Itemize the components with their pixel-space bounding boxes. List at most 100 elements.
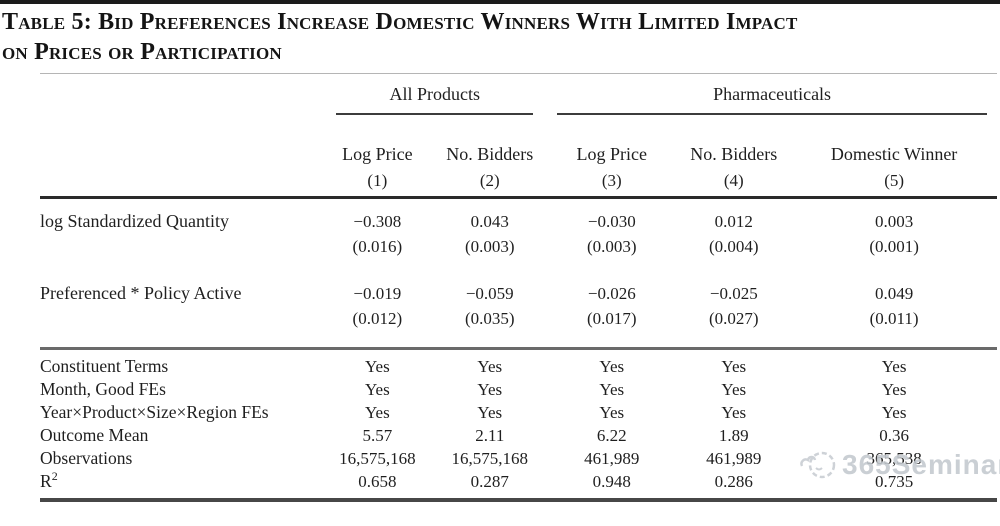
col-number-1: (1): [322, 167, 433, 199]
cell: −0.026 (0.017): [547, 281, 676, 348]
std-error: (0.001): [869, 236, 919, 256]
cell: −0.059 (0.035): [432, 281, 547, 348]
cell: 0.287: [470, 471, 509, 491]
row-label: Month, Good FEs: [40, 378, 166, 399]
coefficient: −0.308: [353, 211, 402, 231]
cell: 5.57: [362, 425, 393, 445]
cell: Yes: [599, 379, 625, 399]
table-row-preferenced-policy-active: Preferenced * Policy Active −0.019 (0.01…: [40, 281, 997, 348]
cell: Yes: [477, 379, 503, 399]
cell: Yes: [791, 346, 997, 378]
coefficient: 0.012: [714, 211, 753, 231]
group-header-all-products: All Products: [322, 74, 547, 115]
std-error: (0.004): [709, 236, 759, 256]
col-number-3: (3): [547, 167, 677, 199]
std-error: (0.011): [869, 309, 919, 328]
col-number-4: (4): [676, 167, 792, 199]
coefficient: −0.026: [587, 284, 636, 303]
cell: −0.025 (0.027): [676, 281, 791, 348]
row-label: R2: [40, 468, 58, 491]
cell: 0.049 (0.011): [791, 281, 997, 348]
coefficient: −0.030: [587, 211, 636, 231]
cell: Yes: [599, 402, 625, 422]
group-label: Pharmaceuticals: [557, 84, 987, 115]
coefficient: −0.019: [353, 284, 402, 303]
cell: 0.043 (0.003): [432, 197, 547, 281]
empty-cell: [40, 115, 322, 167]
cell: 0.948: [592, 471, 631, 491]
std-error: (0.003): [464, 236, 515, 256]
std-error: (0.016): [352, 236, 403, 256]
cell: 461,989: [584, 448, 640, 468]
cell: Yes: [721, 402, 747, 422]
regression-table: All Products Pharmaceuticals Log Price N…: [40, 73, 997, 502]
cell: 0.658: [358, 471, 397, 491]
col-header-3: Log Price: [576, 144, 648, 164]
table-row-year-product-size-region-fes: Year×Product×Size×Region FEs Yes Yes Yes…: [40, 401, 997, 424]
table-title-line2: on Prices or Participation: [2, 39, 282, 65]
cell: Yes: [322, 346, 433, 378]
table-row-observations: Observations 16,575,168 16,575,168 461,9…: [40, 447, 997, 470]
corner-cell: [40, 74, 322, 115]
cell: −0.030 (0.003): [547, 197, 676, 281]
std-error: (0.017): [586, 309, 637, 328]
column-header-row: Log Price No. Bidders Log Price No. Bidd…: [40, 115, 997, 167]
cell: Yes: [881, 402, 907, 422]
std-error: (0.035): [464, 309, 515, 328]
cell: 2.11: [475, 425, 505, 445]
std-error: (0.003): [586, 236, 637, 256]
coefficient: 0.003: [874, 211, 914, 231]
cell: Yes: [547, 346, 677, 378]
std-error: (0.027): [709, 309, 759, 328]
empty-cell: [40, 167, 323, 199]
row-label: Preferenced * Policy Active: [40, 283, 242, 303]
cell: Yes: [364, 379, 390, 399]
cell: Yes: [477, 402, 503, 422]
cell: Yes: [881, 379, 907, 399]
column-number-row: (1) (2) (3) (4) (5): [40, 167, 997, 199]
col-header-5: Domestic Winner: [830, 144, 958, 164]
table-row-constituent-terms: Constituent Terms Yes Yes Yes Yes Yes: [40, 346, 997, 378]
col-header-1: Log Price: [342, 144, 413, 164]
coefficient: −0.025: [709, 284, 758, 303]
std-error: (0.012): [352, 309, 403, 328]
table-row-r-squared: R2 0.658 0.287 0.948 0.286 0.735: [40, 470, 997, 493]
cell: 365,538: [866, 448, 922, 468]
col-header-4: No. Bidders: [690, 144, 778, 164]
table-row-log-standardized-quantity: log Standardized Quantity −0.308 (0.016)…: [40, 197, 997, 281]
col-header-2: No. Bidders: [446, 144, 534, 164]
cell: Yes: [676, 346, 792, 378]
group-header-row: All Products Pharmaceuticals: [40, 74, 997, 115]
cell: Yes: [721, 379, 747, 399]
col-number-5: (5): [791, 167, 997, 199]
cell: −0.019 (0.012): [322, 281, 432, 348]
row-label: log Standardized Quantity: [40, 210, 229, 231]
cell: 1.89: [718, 425, 749, 445]
cell: 16,575,168: [451, 448, 529, 468]
table-bottom-double-rule: [40, 497, 997, 502]
group-header-pharmaceuticals: Pharmaceuticals: [547, 74, 997, 115]
cell: 0.003 (0.001): [791, 197, 997, 281]
cell: 461,989: [706, 448, 762, 468]
cell: 0.735: [874, 471, 914, 491]
row-label: Year×Product×Size×Region FEs: [40, 401, 269, 422]
cell: 0.286: [714, 471, 753, 491]
cell: 0.012 (0.004): [676, 197, 791, 281]
cell: −0.308 (0.016): [322, 197, 432, 281]
group-label: All Products: [336, 84, 534, 115]
cell: 0.36: [879, 425, 909, 445]
top-crop-bar: [0, 0, 1000, 4]
coefficient: −0.059: [465, 284, 514, 303]
cell: 6.22: [596, 425, 627, 445]
cell: Yes: [432, 346, 548, 378]
table-title-line1: Table 5: Bid Preferences Increase Domest…: [2, 9, 798, 35]
cell: 16,575,168: [339, 448, 416, 468]
row-label: Observations: [40, 447, 133, 468]
row-label: Constituent Terms: [40, 346, 323, 378]
table-row-month-good-fes: Month, Good FEs Yes Yes Yes Yes Yes: [40, 378, 997, 401]
table-title: Table 5: Bid Preferences Increase Domest…: [2, 7, 998, 67]
col-number-2: (2): [432, 167, 548, 199]
coefficient: 0.049: [874, 284, 914, 303]
table-row-outcome-mean: Outcome Mean 5.57 2.11 6.22 1.89 0.36: [40, 424, 997, 447]
coefficient: 0.043: [470, 211, 509, 231]
